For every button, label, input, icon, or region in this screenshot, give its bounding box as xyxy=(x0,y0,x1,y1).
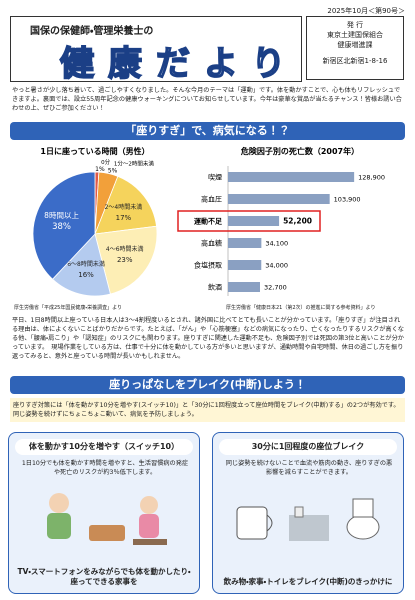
category-label: 高血圧 xyxy=(201,195,222,204)
publisher-dept: 健康増進課 xyxy=(337,41,373,49)
slice-value: 23% xyxy=(117,256,133,264)
issue: 2025年10月＜第90号＞ xyxy=(327,7,405,15)
publisher-org: 東京土建国保組合 xyxy=(327,31,383,39)
category-label: 飲酒 xyxy=(208,283,222,292)
tip-box: 体を動かす10分を増やす（スイッチ10） 1日10分でも体を動かす時間を増やすと… xyxy=(8,432,200,594)
value-label: 52,200 xyxy=(283,217,312,226)
slice-label: 4～6時間未満 xyxy=(106,245,144,253)
publisher-label: 発 行 xyxy=(346,21,364,29)
section-heading: 「座りすぎ」で、病気になる！？ xyxy=(10,122,405,140)
slice-label: 8時間以上 xyxy=(44,211,79,220)
value-label: 103,900 xyxy=(334,196,361,204)
pie-slice xyxy=(51,233,111,297)
lead-text: 座りすぎ対策には「体を動かす10分を増やす(スイッチ10)」と「30分に1回程度… xyxy=(10,398,405,422)
tip-caption: 飲み物・家事・トイレをブレイク(中断)のきっかけに xyxy=(223,577,393,586)
chart-source: 厚生労働省「健康日本21（第2次）の推進に関する参考資料」より xyxy=(226,305,376,311)
section-heading: 座りっぱなしをブレイク(中断)しよう！ xyxy=(10,376,405,394)
chart-title: 1日に座っている時間（男性） xyxy=(40,146,149,156)
chart-source: 厚生労働省「平成25年国民健康・栄養調査」より xyxy=(14,305,122,311)
bar xyxy=(228,282,260,292)
illustration xyxy=(47,493,167,545)
slice-value: 1% xyxy=(95,166,105,173)
bar xyxy=(228,216,280,226)
value-label: 128,900 xyxy=(358,174,385,182)
pie-slice xyxy=(94,225,158,295)
bar xyxy=(228,194,330,204)
tip-text: 1日10分でも体を動かす時間を増やすと、生活習慣病の発症や死亡のリスクが約3％低… xyxy=(21,460,189,476)
category-label: 食塩摂取 xyxy=(194,261,222,270)
intro: やっと暑さが少し落ち着いて、過ごしやすくなりました。そんな今月のテーマは「運動」… xyxy=(12,87,402,112)
tip-title: 30分に1回程度の座位ブレイク xyxy=(219,439,397,455)
title: 健康だより xyxy=(59,43,300,85)
slice-label: 0分 xyxy=(101,158,110,166)
illustration xyxy=(236,498,380,541)
slice-value: 5% xyxy=(108,168,118,175)
tip-text: 同じ姿勢を続けないことで血流や筋肉の動き、座りすぎの悪影響を減らすことができます… xyxy=(225,460,393,476)
slice-label: 6～8時間未満 xyxy=(67,260,105,268)
slice-value: 17% xyxy=(116,214,132,222)
category-label: 運動不足 xyxy=(194,217,223,226)
pie-slice xyxy=(94,175,157,235)
tip-box: 30分に1回程度の座位ブレイク 同じ姿勢を続けないことで血流や筋肉の動き、座りす… xyxy=(212,432,404,594)
bar xyxy=(228,172,355,182)
slice-label: 1分～2時間未満 xyxy=(114,160,154,168)
value-label: 34,000 xyxy=(265,262,288,270)
publisher: 発 行 東京土建国保組合 健康増進課 新宿区北新宿1-8-16 xyxy=(306,16,404,80)
category-label: 高血糖 xyxy=(201,239,222,248)
slice-value: 38% xyxy=(52,222,71,232)
subtitle: 国保の保健師・管理栄養士の xyxy=(30,26,154,37)
bar xyxy=(228,260,262,270)
chart-title: 危険因子別の死亡数（2007年） xyxy=(240,146,359,156)
slice-label: 2～4時間未満 xyxy=(105,203,143,211)
publisher-address: 新宿区北新宿1-8-16 xyxy=(322,57,388,65)
category-label: 喫煙 xyxy=(208,173,222,182)
value-label: 32,700 xyxy=(264,284,287,292)
highlight-frame xyxy=(177,210,321,232)
bar xyxy=(228,238,262,248)
body-text: 平日、1日8時間以上座っている日本人は3～4割程度いるとされ、諸外国に比べてとて… xyxy=(12,317,404,360)
pie-slice xyxy=(32,171,96,280)
value-label: 34,100 xyxy=(265,240,288,248)
tip-caption: TV・スマートフォンをみながらでも体を動かしたり・座ってできる家事を xyxy=(17,567,191,586)
slice-value: 16% xyxy=(78,271,94,279)
tip-title: 体を動かす10分を増やす（スイッチ10） xyxy=(15,439,193,455)
title-frame xyxy=(10,16,302,82)
